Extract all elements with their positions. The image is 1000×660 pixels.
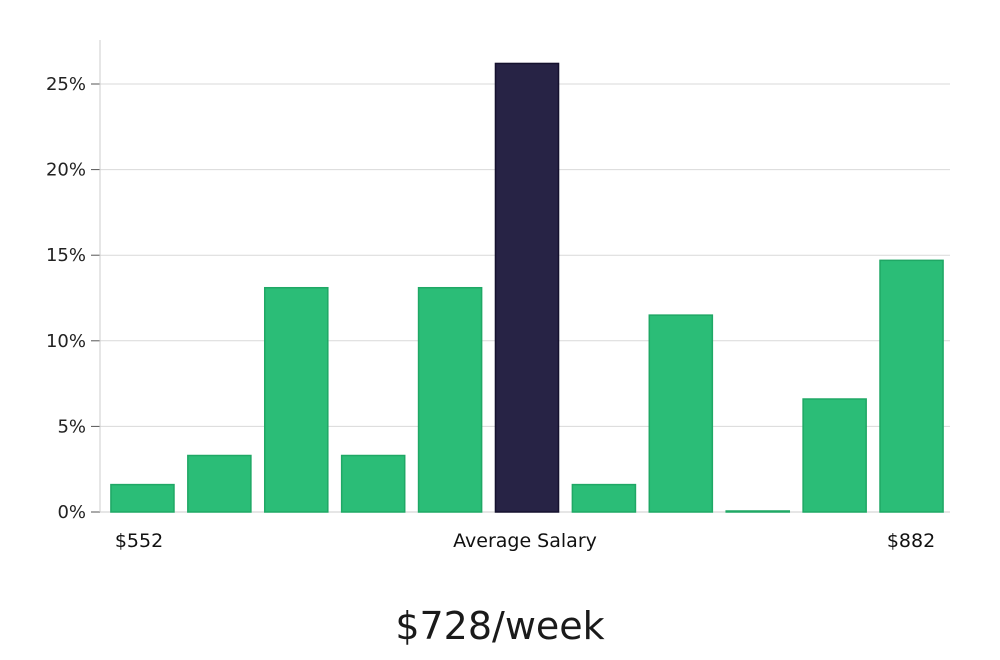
bar xyxy=(648,314,714,513)
x-label-min: $552 xyxy=(115,530,163,552)
bar xyxy=(571,483,637,513)
x-label-average-salary: Average Salary xyxy=(453,530,597,552)
bar xyxy=(340,454,406,513)
salary-histogram-chart: 0% 5% 10% 15% 20% 25% $552 Average Salary $88… xyxy=(46,40,950,552)
y-tick-label: 5% xyxy=(57,416,86,437)
bar xyxy=(725,510,791,513)
x-label-max: $882 xyxy=(887,530,935,552)
bar xyxy=(417,286,483,513)
bar xyxy=(879,259,944,513)
y-tick-label: 25% xyxy=(46,74,86,95)
bar-average-highlight xyxy=(494,62,560,513)
bar xyxy=(110,483,175,513)
y-tick-label: 0% xyxy=(57,502,86,523)
y-axis-ticks: 0% 5% 10% 15% 20% 25% xyxy=(46,74,100,523)
average-salary-value: $728/week xyxy=(395,604,605,648)
bar xyxy=(802,398,867,513)
bar xyxy=(187,454,252,513)
y-tick-label: 15% xyxy=(46,245,86,266)
bars xyxy=(110,62,944,513)
y-tick-label: 10% xyxy=(46,331,86,352)
y-tick-label: 20% xyxy=(46,160,86,181)
bar xyxy=(263,286,329,513)
